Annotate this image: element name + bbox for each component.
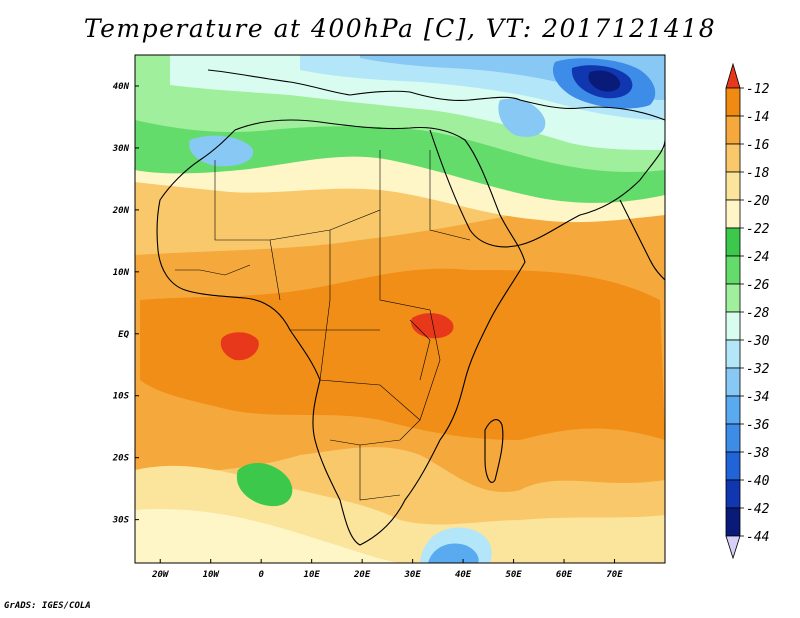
lat-tick-label: 20S <box>112 454 130 464</box>
colorbar-label: -28 <box>746 306 770 321</box>
coastlines <box>156 69 665 546</box>
colorbar: -12 -14 -16 -18 -20 -22 -24 -26 -28 -30 -32 -34 -36 -… <box>725 62 770 560</box>
lat-tick-label: 20N <box>112 206 130 216</box>
warm-patch-west <box>220 332 259 361</box>
lat-tick-label: 10S <box>113 392 130 402</box>
colorbar-label: -20 <box>746 194 770 209</box>
lon-tick-label: 20W <box>151 570 170 580</box>
colorbar-label: -34 <box>746 390 769 405</box>
colorbar-segment <box>725 227 741 257</box>
colorbar-label: -36 <box>746 418 770 433</box>
colorbar-segment <box>725 339 741 369</box>
latitude-axis: 40N 30N 20N 10N EQ 10S 20S 30S <box>112 82 139 526</box>
colorbar-label: -22 <box>746 222 770 237</box>
colorbar-segment <box>725 87 741 117</box>
colorbar-label: -38 <box>746 446 770 461</box>
colorbar-segment <box>725 115 741 145</box>
colorbar-label: -40 <box>746 474 770 489</box>
lat-tick-label: 10N <box>113 268 130 278</box>
colorbar-segment <box>725 255 741 285</box>
colorbar-label: -30 <box>746 334 770 349</box>
lat-tick-label: 40N <box>113 82 130 92</box>
colorbar-label: -16 <box>746 138 770 153</box>
colorbar-segment <box>725 395 741 425</box>
longitude-axis: 20W 10W 0 10E 20E 30E 40E 50E 60E 70E <box>151 559 623 580</box>
colorbar-segment <box>725 311 741 341</box>
colorbar-top-arrow <box>725 62 741 89</box>
colorbar-segment <box>725 423 741 453</box>
colorbar-label: -12 <box>746 82 770 97</box>
lat-tick-label: 30N <box>112 144 130 154</box>
temperature-field <box>135 55 665 563</box>
page-title: Temperature at 400hPa [C], VT: 201712141… <box>83 14 717 43</box>
colorbar-bottom-arrow <box>725 535 741 560</box>
colorbar-segment <box>725 479 741 509</box>
colorbar-segment <box>725 507 741 537</box>
country-borders <box>175 150 471 501</box>
lon-tick-label: 0 <box>258 570 264 580</box>
lon-tick-label: 30E <box>403 570 421 580</box>
cool-patch-atlantic <box>236 463 293 507</box>
colorbar-label: -14 <box>746 110 769 125</box>
colorbar-label: -24 <box>746 250 769 265</box>
colorbar-label: -26 <box>746 278 770 293</box>
lon-tick-label: 60E <box>556 570 573 580</box>
map-frame <box>134 54 666 564</box>
lat-tick-label: 30S <box>112 516 130 526</box>
colorbar-label: -18 <box>746 166 770 181</box>
colorbar-segment <box>725 171 741 201</box>
colorbar-segment <box>725 367 741 397</box>
lon-tick-label: 40E <box>455 570 472 580</box>
colorbar-segment <box>725 199 741 229</box>
colorbar-label: -42 <box>746 502 770 517</box>
colorbar-label: -32 <box>746 362 770 377</box>
lon-tick-label: 50E <box>505 570 522 580</box>
lon-tick-label: 20E <box>353 570 371 580</box>
lat-tick-label: EQ <box>118 330 129 340</box>
lon-tick-label: 10W <box>203 570 221 580</box>
colorbar-segment <box>725 451 741 481</box>
lon-tick-label: 70E <box>606 570 623 580</box>
footer-credit: GrADS: IGES/COLA <box>4 601 91 611</box>
colorbar-label: -44 <box>746 530 769 545</box>
lon-tick-label: 10E <box>304 570 321 580</box>
colorbar-segment <box>725 143 741 173</box>
colorbar-segment <box>725 283 741 313</box>
